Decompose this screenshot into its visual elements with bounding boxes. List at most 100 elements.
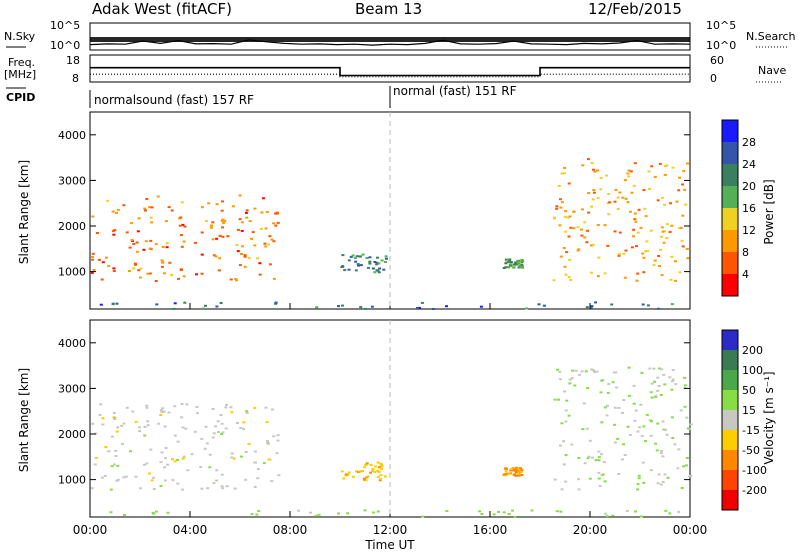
scatter-point-174 [344, 474, 348, 477]
scatter-point-331 [563, 167, 567, 169]
scatter-point-304 [630, 246, 634, 249]
velocity-cbar-tick-1: 100 [742, 364, 763, 377]
scatter-point-1 [276, 221, 280, 224]
scatter-point-27 [268, 263, 272, 266]
scatter-point-80 [144, 209, 147, 212]
scatter-point-178 [379, 478, 383, 481]
scatter-point-49 [221, 235, 225, 238]
cbar-swatch-3 [722, 186, 738, 209]
noise-frame [89, 22, 691, 51]
scatter-point-94 [209, 226, 213, 229]
scatter-point-249 [596, 197, 600, 200]
scatter-point-318 [624, 197, 628, 200]
scatter-point-105 [173, 405, 177, 408]
scatter-point-95 [229, 406, 233, 409]
scatter-point-12 [219, 414, 223, 416]
scatter-point-258 [623, 276, 627, 279]
scatter-point-402 [638, 426, 642, 429]
scatter-point-378 [563, 215, 567, 218]
scatter-point-23 [235, 422, 239, 424]
scatter-point-158 [367, 266, 370, 269]
scatter-point-420 [201, 307, 205, 310]
scatter-point-187 [355, 255, 359, 258]
scatter-point-185 [384, 257, 388, 260]
scatter-point-252 [577, 456, 581, 459]
scatter-point-18 [161, 246, 165, 248]
ytick-label-0: 1000 [58, 474, 86, 487]
ytick-label-0: 1000 [58, 266, 86, 279]
noise-right-label: N.Search [746, 30, 796, 43]
scatter-point-436 [670, 303, 674, 306]
scatter-point-419 [445, 510, 449, 512]
scatter-point-59 [136, 230, 140, 233]
scatter-point-326 [678, 176, 682, 179]
cbar-swatch-8 [722, 490, 738, 511]
scatter-point-349 [679, 226, 683, 229]
scatter-point-163 [357, 264, 360, 267]
scatter-point-126 [92, 269, 96, 271]
scatter-point-251 [647, 170, 651, 173]
scatter-point-113 [165, 242, 169, 245]
scatter-point-112 [112, 267, 116, 270]
scatter-point-44 [166, 463, 170, 466]
scatter-point-26 [214, 255, 218, 258]
scatter-point-147 [147, 472, 151, 475]
scatter-point-114 [253, 486, 257, 489]
ytick-label-1: 2000 [58, 220, 86, 233]
scatter-point-233 [509, 468, 513, 470]
scatter-point-77 [199, 465, 203, 468]
scatter-point-393 [671, 378, 675, 381]
scatter-point-332 [660, 368, 664, 371]
scatter-point-281 [568, 382, 572, 385]
scatter-point-53 [163, 272, 167, 275]
scatter-point-168 [343, 269, 347, 272]
scatter-point-182 [379, 474, 383, 477]
scatter-point-140 [231, 205, 235, 208]
scatter-point-286 [637, 474, 641, 477]
scatter-point-225 [520, 474, 524, 476]
scatter-point-63 [218, 257, 222, 260]
scatter-point-183 [364, 479, 368, 482]
scatter-point-419 [657, 307, 661, 310]
scatter-point-45 [160, 410, 164, 413]
scatter-point-192 [354, 269, 358, 272]
scatter-point-243 [590, 244, 593, 247]
scatter-point-308 [637, 208, 641, 211]
scatter-point-322 [600, 379, 604, 382]
scatter-point-19 [267, 243, 270, 246]
scatter-point-267 [589, 271, 593, 274]
scatter-point-127 [220, 209, 224, 212]
scatter-point-257 [642, 189, 646, 192]
scatter-point-272 [572, 227, 576, 230]
scatter-point-258 [627, 394, 631, 397]
velocity-panel: 1000 2000 3000 4000 Slant Range [km] 200 100… [17, 319, 776, 518]
scatter-point-403 [625, 509, 629, 512]
scatter-point-100 [114, 449, 118, 452]
scatter-point-325 [635, 279, 639, 282]
scatter-point-435 [507, 513, 511, 515]
scatter-point-249 [588, 439, 592, 442]
scatter-point-86 [275, 452, 279, 455]
scatter-point-138 [196, 412, 199, 415]
scatter-point-190 [369, 471, 372, 474]
scatter-point-254 [652, 264, 656, 267]
cbar-swatch-7 [722, 470, 738, 491]
scatter-point-31 [238, 194, 242, 197]
xtick-label-5: 20:00 [573, 523, 608, 537]
scatter-point-160 [376, 256, 379, 259]
scatter-point-190 [359, 264, 363, 267]
scatter-point-121 [104, 256, 108, 259]
scatter-point-185 [371, 469, 375, 472]
scatter-point-62 [226, 235, 230, 238]
power-cbar-tick-5: 8 [742, 246, 749, 259]
scatter-point-360 [668, 376, 672, 379]
scatter-point-173 [380, 465, 384, 468]
scatter-point-329 [608, 201, 612, 204]
scatter-point-108 [110, 465, 114, 468]
scatter-point-367 [636, 488, 640, 491]
scatter-point-306 [650, 165, 654, 168]
scatter-point-292 [568, 215, 572, 218]
scatter-point-153 [161, 261, 164, 264]
scatter-point-409 [420, 301, 424, 304]
scatter-point-113 [171, 458, 174, 461]
